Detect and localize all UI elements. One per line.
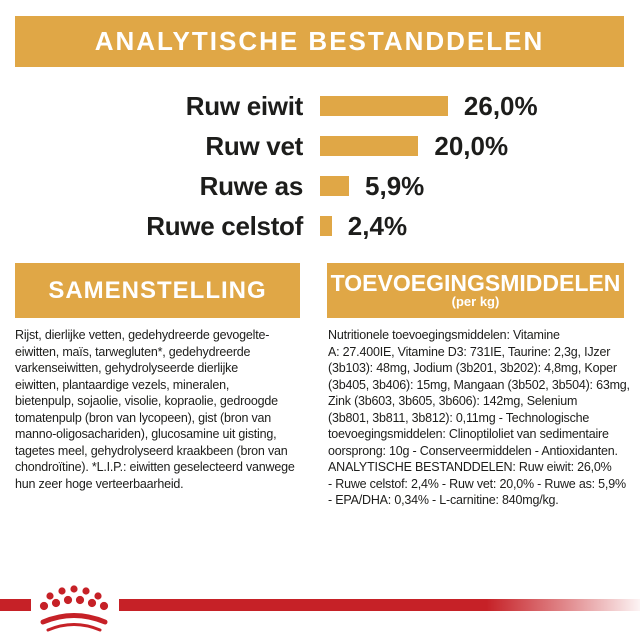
chart-value-label: 2,4% — [347, 210, 408, 241]
body-text-line: - Ruwe celstof: 2,4% - Ruw vet: 20,0% - … — [328, 476, 626, 491]
chart-category-label: Ruwe as — [199, 170, 304, 201]
chart-row: Ruwe celstof 2,4% — [0, 206, 640, 246]
body-text-line: Rijst, dierlijke vetten, gedehydreerde g… — [15, 328, 270, 342]
brand-logo — [31, 580, 119, 638]
body-text-line: tomatenpulp (bron van lycopeen), gist (b… — [15, 410, 272, 425]
body-text-line: varkenseiwitten, gehydrolyseerde dierlij… — [15, 361, 238, 375]
body-text-line: (3b801, 3b811, 3b812): 0,11mg - Technolo… — [328, 410, 590, 425]
page-title: ANALYTISCHE BESTANDDELEN — [94, 26, 545, 56]
chart-category-label: Ruw vet — [205, 130, 303, 161]
chart-row: Ruw eiwit 26,0% — [0, 86, 640, 126]
chart-category-label: Ruwe celstof — [146, 210, 303, 241]
chart-row: Ruw vet 20,0% — [0, 126, 640, 166]
royal-canin-crown-icon — [39, 585, 109, 632]
body-text-line: bietenpulp, sojaolie, visolie, kopraolie… — [15, 394, 278, 408]
body-text-line: ANALYTISCHE BESTANDDELEN: Ruw eiwit: 26,… — [328, 460, 612, 474]
analytical-constituents-bar-chart: Ruw eiwit 26,0% Ruw vet 20,0% Ruwe as 5,9% Ruw… — [0, 86, 640, 246]
body-text-line: eiwitten, plantaardige vezels, mineralen… — [15, 377, 230, 392]
composition-body-text: Rijst, dierlijke vetten, gedehydreerde g… — [15, 327, 311, 492]
additives-section-title: TOEVOEGINGSMIDDELEN — [330, 270, 621, 297]
chart-category-label: Ruw eiwit — [185, 90, 304, 121]
body-text-line: toevoegingsmiddelen: Clinoptiloliet van … — [328, 427, 609, 441]
chart-value-label: 5,9% — [365, 170, 425, 201]
additives-section-subtitle: (per kg) — [451, 294, 500, 310]
chart-value-label: 20,0% — [434, 130, 509, 161]
body-text-line: (3b103): 48mg, Jodium (3b201, 3b202): 4,… — [328, 361, 617, 375]
body-text-line: A: 27.400IE, Vitamine D3: 731IE, Taurine… — [328, 344, 611, 359]
analytical-constituents-header: ANALYTISCHE BESTANDDELEN — [15, 16, 624, 67]
body-text-line: manno-oligosachariden), glucosamine uit … — [15, 427, 277, 441]
body-text-line: (3b405, 3b406): 15mg, Mangaan (3b502, 3b… — [328, 377, 630, 392]
brand-red-stripe — [0, 599, 640, 611]
chart-bar — [320, 216, 332, 236]
chart-bar — [320, 136, 419, 156]
body-text-line: chondroïtine). *L.I.P.: eiwitten geselec… — [15, 460, 295, 474]
chart-bar — [320, 176, 350, 196]
body-text-line: eiwitten, maïs, tarwegluten*, gedehydree… — [15, 344, 251, 359]
body-text-line: - EPA/DHA: 0,34% - L-carnitine: 840mg/kg… — [328, 493, 559, 507]
chart-value-label: 26,0% — [463, 90, 538, 121]
composition-section-header: SAMENSTELLING — [15, 263, 300, 318]
body-text-line: Zink (3b603, 3b605, 3b606): 142mg, Selen… — [328, 394, 578, 408]
chart-bar — [320, 96, 448, 116]
body-text-line: Nutritionele toevoegingsmiddelen: Vitami… — [328, 328, 560, 342]
additives-body-text: Nutritionele toevoegingsmiddelen: Vitami… — [328, 327, 630, 509]
body-text-line: hun zeer hoge verteerbaarheid. — [15, 476, 184, 491]
body-text-line: oorsprong: 10g - Conserveermiddelen - An… — [328, 443, 618, 458]
additives-section-header: TOEVOEGINGSMIDDELEN (per kg) — [327, 263, 624, 318]
composition-section-title: SAMENSTELLING — [48, 276, 267, 304]
chart-row: Ruwe as 5,9% — [0, 166, 640, 206]
body-text-line: tagetes meel, gehydrolyseerd kraakbeen (… — [15, 443, 288, 458]
